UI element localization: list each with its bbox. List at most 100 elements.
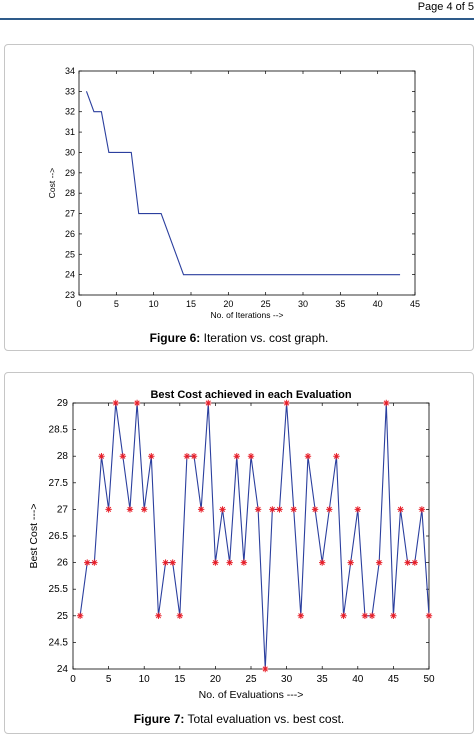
chart1-x-tick-label: 5 (114, 299, 119, 309)
chart2-data-point (326, 506, 333, 513)
chart2-data-point (254, 506, 262, 513)
chart2-title: Best Cost achieved in each Evaluation (150, 389, 351, 401)
chart2-data-point (425, 612, 433, 619)
chart2-data-point (240, 559, 248, 566)
chart2-x-tick-label: 10 (139, 674, 151, 685)
chart2-y-tick-label: 24.5 (49, 637, 69, 648)
chart1-x-tick-label: 35 (335, 299, 345, 309)
chart1-y-tick-label: 31 (65, 127, 75, 137)
chart2-x-tick-label: 15 (174, 674, 186, 685)
chart2-y-tick-label: 26.5 (49, 531, 69, 542)
chart2-data-point (148, 453, 155, 460)
chart1-x-tick-label: 10 (149, 299, 159, 309)
chart2-x-tick-label: 20 (210, 674, 222, 685)
chart2-data-point (98, 453, 105, 460)
page-number: Page 4 of 5 (417, 1, 474, 13)
chart1-y-tick-label: 33 (65, 86, 75, 96)
chart2-data-point (133, 399, 141, 407)
chart1-x-tick-label: 30 (298, 299, 308, 309)
chart2-data-point (297, 612, 305, 619)
chart2-data-point (183, 453, 191, 460)
chart2-data-point (226, 559, 233, 566)
chart1-y-tick-label: 23 (65, 290, 75, 300)
figure-6-box: 0 5 10 15 20 25 30 35 40 45 23 24 25 26 27 28 29 30 31 32 33… (4, 44, 474, 351)
chart2-data-point (162, 559, 169, 566)
chart1-y-tick-label: 29 (65, 168, 75, 178)
chart2-data-point (368, 612, 376, 619)
figure-7-caption-text: Total evaluation vs. best cost. (184, 712, 345, 726)
iteration-cost-chart: 0 5 10 15 20 25 30 35 40 45 23 24 25 26 27 28 29 30 31 32 33… (47, 66, 420, 320)
chart2-data-point (212, 559, 219, 566)
chart2-data-point (411, 559, 418, 566)
chart2-data-point (354, 506, 361, 513)
chart2-data-point (190, 453, 198, 460)
chart1-y-tick-label: 26 (65, 229, 75, 239)
chart2-data-point (304, 453, 312, 460)
chart2-data-point (169, 559, 176, 566)
chart2-x-tick-label: 30 (281, 674, 293, 685)
chart2-y-tick-label: 26 (57, 558, 69, 569)
chart1-y-tick-label: 25 (65, 249, 75, 259)
chart2-x-tick-label: 40 (352, 674, 364, 685)
chart1-y-tick-label: 32 (65, 107, 75, 117)
chart2-data-point (233, 453, 240, 460)
chart2-data-point (383, 399, 390, 407)
chart2-data-point (340, 612, 347, 619)
chart2-data-point (119, 453, 127, 460)
chart2-data-point (247, 453, 255, 460)
chart2-data-point (105, 506, 112, 513)
chart2-data-point (361, 612, 369, 619)
chart1-y-tick-label: 30 (65, 147, 75, 157)
chart2-data-point (347, 559, 354, 566)
figure-6-caption-text: Iteration vs. cost graph. (200, 331, 329, 345)
chart2-data-point (269, 506, 276, 513)
chart2-data-point (126, 506, 134, 513)
chart2-x-tick-label: 0 (70, 674, 76, 685)
chart2-data-point (319, 559, 326, 566)
chart2-data-point (197, 506, 205, 513)
chart2-x-tick-label: 35 (317, 674, 329, 685)
chart2-y-tick-label: 27 (57, 504, 69, 515)
chart2-plot-frame (72, 402, 430, 670)
chart1-x-tick-label: 0 (76, 299, 81, 309)
chart2-y-tick-label: 29 (57, 398, 69, 409)
chart1-y-tick-label: 34 (65, 66, 75, 76)
chart2-data-point (418, 506, 426, 513)
evaluation-best-cost-chart: 0 5 10 15 20 25 30 35 40 45 50 24 24.5 25 25.5 26 26.5 27… (28, 389, 435, 701)
figure-7-caption-label: Figure 7: (133, 712, 185, 726)
chart1-y-tick-label: 27 (65, 209, 75, 219)
figure-7-box: 0 5 10 15 20 25 30 35 40 45 50 24 24.5 25 25.5 26 26.5 27… (4, 372, 474, 734)
chart2-data-point (262, 665, 269, 673)
chart1-y-axis-label: Cost --> (47, 168, 57, 199)
chart2-y-tick-label: 28 (57, 451, 69, 462)
chart1-y-tick-label: 24 (65, 270, 75, 280)
chart2-data-point (76, 612, 84, 619)
chart2-data-point (375, 559, 383, 566)
chart2-data-point (112, 399, 119, 407)
figure-6-caption: Figure 6: Iteration vs. cost graph. (5, 331, 473, 345)
chart2-y-tick-label: 25.5 (49, 584, 69, 595)
chart2-data-point (404, 559, 411, 566)
chart2-y-tick-label: 27.5 (49, 478, 69, 489)
chart2-data-point (205, 399, 212, 407)
chart2-data-point (333, 453, 340, 460)
chart1-plot-frame (78, 70, 416, 296)
chart2-x-axis-label: No. of Evaluations ---> (199, 689, 304, 701)
chart2-y-axis-label: Best Cost ---> (28, 503, 40, 568)
figure-7-caption: Figure 7: Total evaluation vs. best cost… (5, 712, 473, 726)
chart1-x-tick-label: 15 (186, 299, 196, 309)
chart2-data-point (390, 612, 397, 619)
chart2-data-point (283, 399, 290, 407)
chart2-data-point (176, 612, 183, 619)
chart2-x-tick-label: 5 (106, 674, 112, 685)
chart2-y-tick-label: 28.5 (49, 425, 69, 436)
chart2-x-tick-label: 50 (423, 674, 435, 685)
chart2-data-point (397, 506, 404, 513)
chart2-data-point (141, 506, 148, 513)
chart2-data-point (91, 559, 98, 566)
chart2-x-tick-label: 45 (388, 674, 400, 685)
chart1-x-tick-label: 40 (373, 299, 383, 309)
chart2-data-point (84, 559, 91, 566)
figure-6-caption-label: Figure 6: (149, 331, 201, 345)
chart2-y-tick-label: 25 (57, 611, 69, 622)
